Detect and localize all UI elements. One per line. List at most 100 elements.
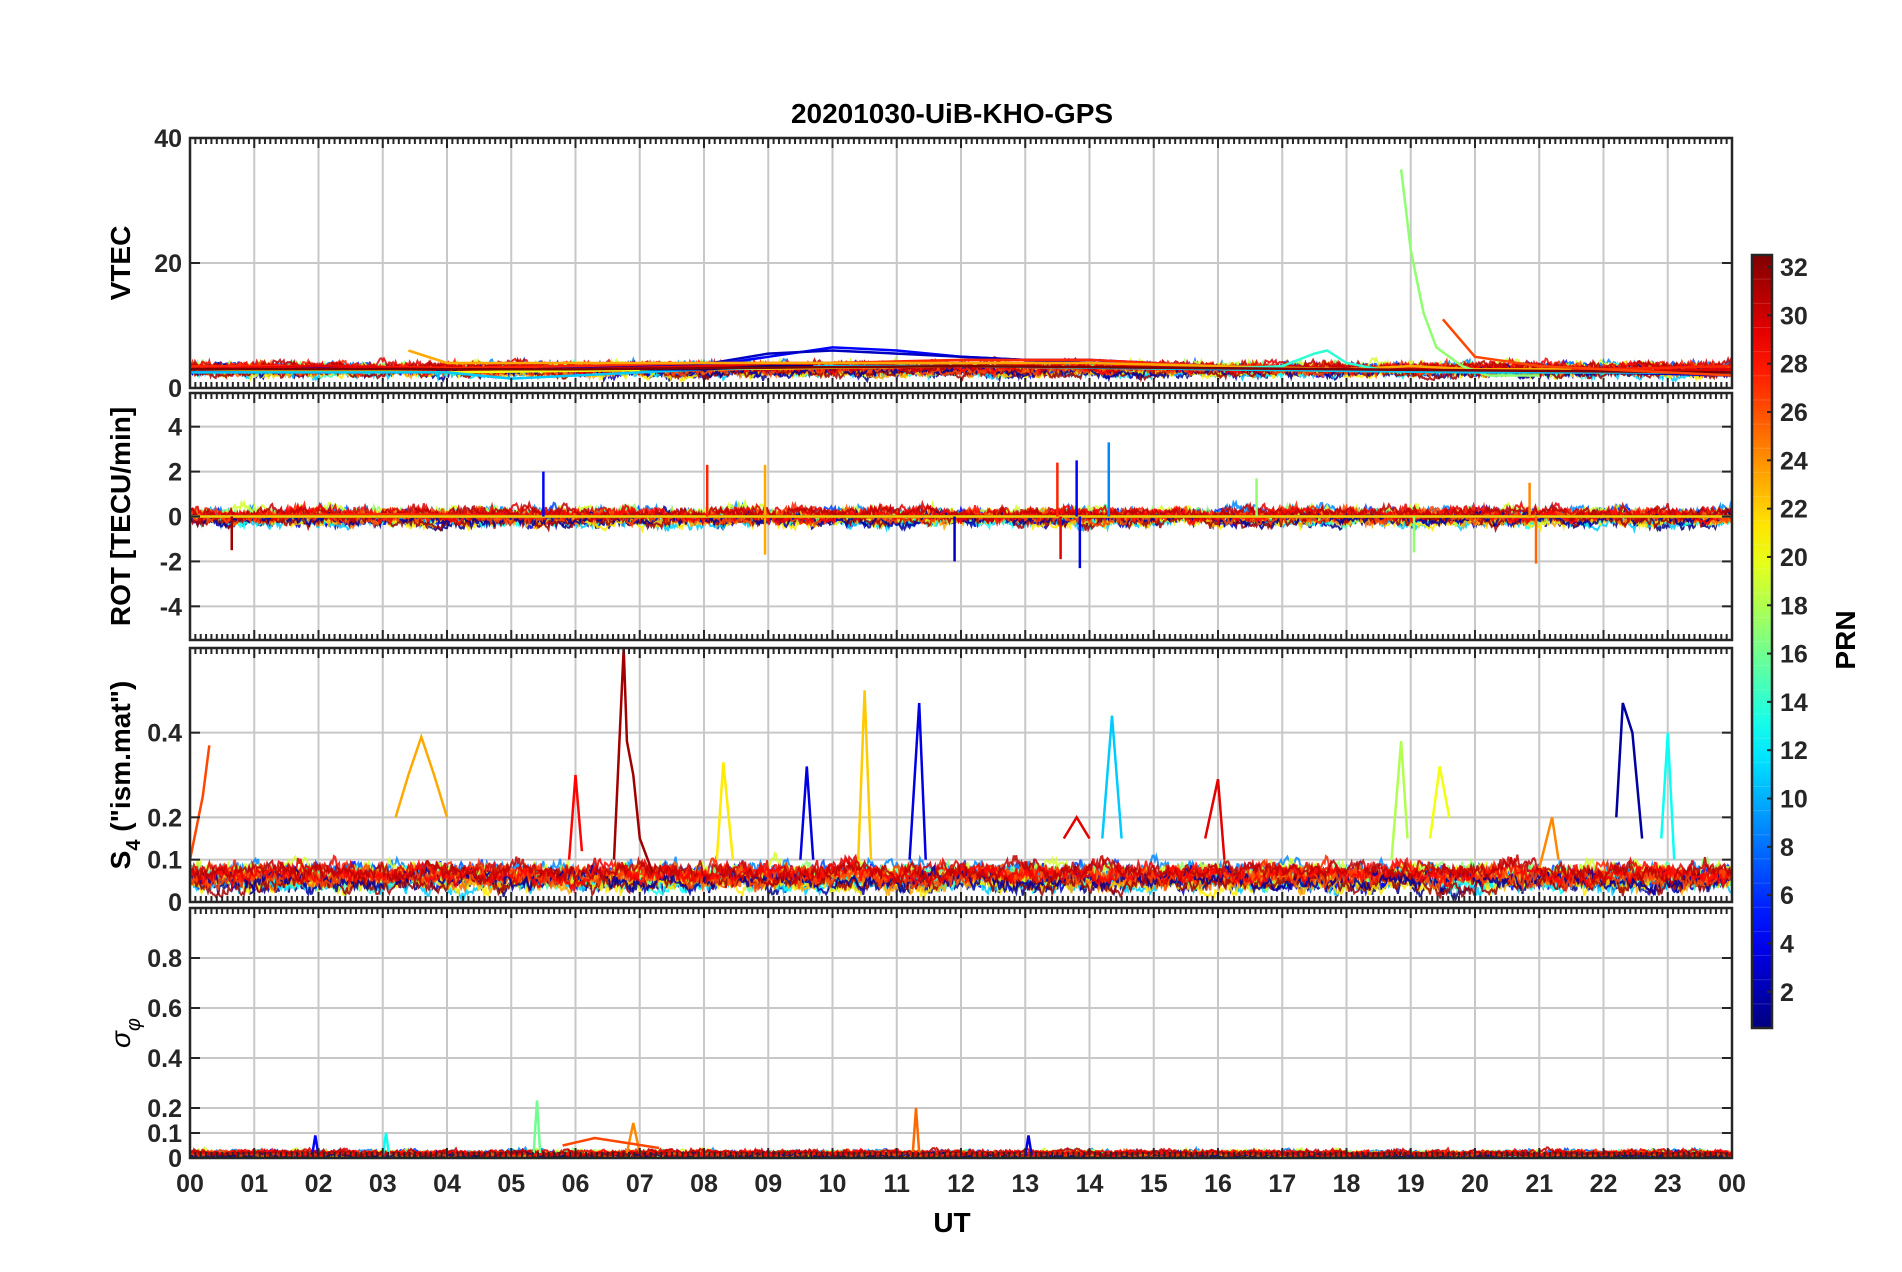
colorbar-tick-label: 10 (1780, 786, 1808, 814)
colorbar-tick-label: 28 (1780, 351, 1808, 379)
series-prn-13 (1660, 732, 1676, 860)
y-axis-label-sigphi: σφ (105, 1018, 145, 1048)
x-tick-label: 00 (1718, 1170, 1746, 1198)
panel-sigphi: 00.10.2 0.4 0.6 0.8 σφ (105, 906, 1734, 1173)
series-prn-20 (1428, 766, 1451, 839)
x-tick-label: 17 (1268, 1170, 1296, 1198)
panel-s4: 0 0.1 0.2 0.4S4 ("ism.mat") (105, 646, 1734, 917)
x-ticks-sigphi (189, 908, 1733, 1158)
series-prn-21 (715, 762, 735, 860)
series-rot (190, 442, 1732, 569)
x-tick-label: 04 (433, 1170, 461, 1198)
y-tick-label: 0.6 (147, 995, 182, 1023)
colorbar-tick-label: 24 (1780, 447, 1808, 475)
x-tick-label: 01 (240, 1170, 268, 1198)
series-prn-26 (190, 745, 211, 860)
x-tick-label: 10 (819, 1170, 847, 1198)
x-tick-label: 09 (754, 1170, 782, 1198)
x-tick-label: 20 (1461, 1170, 1489, 1198)
colorbar-tick-label: 8 (1780, 834, 1794, 862)
panel-rot: -4 -2 0 2 4 ROT [TECU/min] (105, 391, 1734, 642)
colorbar-tick-label: 20 (1780, 544, 1808, 572)
x-tick-label: 14 (1076, 1170, 1104, 1198)
colorbar-tick-label: 6 (1780, 882, 1794, 910)
y-tick-label: 0.8 (147, 945, 182, 973)
y-tick-label: 0 (168, 1145, 182, 1173)
y-tick-label: 0.1 (147, 847, 182, 875)
colorbar-tick-label: 30 (1780, 302, 1808, 330)
y-axis-sigphi: 00.10.2 0.4 0.6 0.8 (147, 945, 1732, 1173)
y-tick-label: 4 (168, 414, 182, 442)
series-prn-17 (1399, 169, 1540, 377)
series-prn-16 (532, 1100, 542, 1154)
colorbar-tick-label: 32 (1780, 254, 1808, 282)
y-tick-label: 0.2 (147, 804, 182, 832)
y-axis-s4: 0 0.1 0.2 0.4 (147, 720, 1732, 917)
x-tick-label: 07 (626, 1170, 654, 1198)
x-tick-label: 12 (947, 1170, 975, 1198)
x-ticks-s4 (189, 648, 1733, 902)
x-tick-label: 08 (690, 1170, 718, 1198)
x-tick-label: 06 (562, 1170, 590, 1198)
x-tick-label: 11 (884, 1170, 911, 1198)
y-tick-label: 2 (168, 459, 182, 487)
colorbar-frame (1750, 253, 1774, 1030)
y-tick-label: 0 (168, 889, 182, 917)
colorbar-tick-label: 18 (1780, 592, 1808, 620)
y-axis-label-s4: S4 ("ism.mat") (105, 681, 145, 870)
x-tick-label: 02 (305, 1170, 333, 1198)
series-prn-29 (1062, 814, 1091, 840)
series-prn-13 (381, 1132, 391, 1156)
colorbar-tick-label: 16 (1780, 641, 1808, 669)
trace-prn-30 (190, 854, 1732, 889)
x-tick-label: 16 (1204, 1170, 1232, 1198)
y-tick-label: -2 (160, 548, 182, 576)
series-prn-18 (1390, 740, 1409, 860)
x-tick-label: 03 (369, 1170, 397, 1198)
colorbar-tick-label: 2 (1780, 979, 1794, 1007)
series-prn-24 (625, 1122, 642, 1154)
x-tick-label: 19 (1397, 1170, 1425, 1198)
y-axis-vtec: 0 20 40 (154, 125, 1732, 403)
grid-sigphi (190, 908, 1732, 1158)
series-prn-26 (1441, 318, 1732, 377)
series-prn-4 (908, 702, 927, 860)
x-ticks-vtec (189, 138, 1733, 388)
colorbar-tick-label: 12 (1780, 737, 1808, 765)
series-s4 (190, 648, 1732, 902)
series-prn-22 (856, 690, 873, 860)
colorbar-tick-label: 26 (1780, 399, 1808, 427)
series-prn-32 (190, 364, 1732, 374)
x-axis: 00 01 02 03 04 05 06 07 08 09 10 11 12 13 14 15 16 17 18 19… (176, 1170, 1746, 1198)
y-tick-label: 0.1 (147, 1120, 182, 1148)
y-tick-label: 40 (154, 125, 182, 153)
y-tick-label: 0 (168, 375, 182, 403)
y-tick-label: 20 (154, 250, 182, 278)
series-prn-11 (1101, 715, 1123, 839)
x-tick-label: 05 (497, 1170, 525, 1198)
series-prn-26 (562, 1136, 660, 1150)
series-prn-31 (612, 648, 654, 873)
y-axis-rot: -4 -2 0 2 4 (160, 414, 1732, 621)
series-prn-4 (1024, 1135, 1033, 1156)
series-prn-23 (408, 349, 1572, 371)
x-tick-label: 18 (1333, 1170, 1361, 1198)
chart-title: 20201030-UiB-KHO-GPS (791, 98, 1113, 129)
series-prn-14 (1217, 349, 1379, 371)
colorbar-gradient (1752, 255, 1772, 1028)
series-prn-2 (1615, 702, 1644, 839)
series-prn-23 (394, 732, 449, 818)
series-vtec (190, 169, 1732, 384)
colorbar-label: PRN (1830, 610, 1861, 669)
series-prn-4 (799, 766, 815, 860)
x-ticks-rot (189, 393, 1733, 640)
x-tick-label: 15 (1140, 1170, 1168, 1198)
colorbar-tick-label: 14 (1780, 689, 1808, 717)
series-prn-25 (911, 1107, 921, 1154)
x-tick-label: 21 (1525, 1170, 1553, 1198)
grid-vtec (190, 138, 1732, 388)
series-prn-24 (1538, 816, 1560, 869)
